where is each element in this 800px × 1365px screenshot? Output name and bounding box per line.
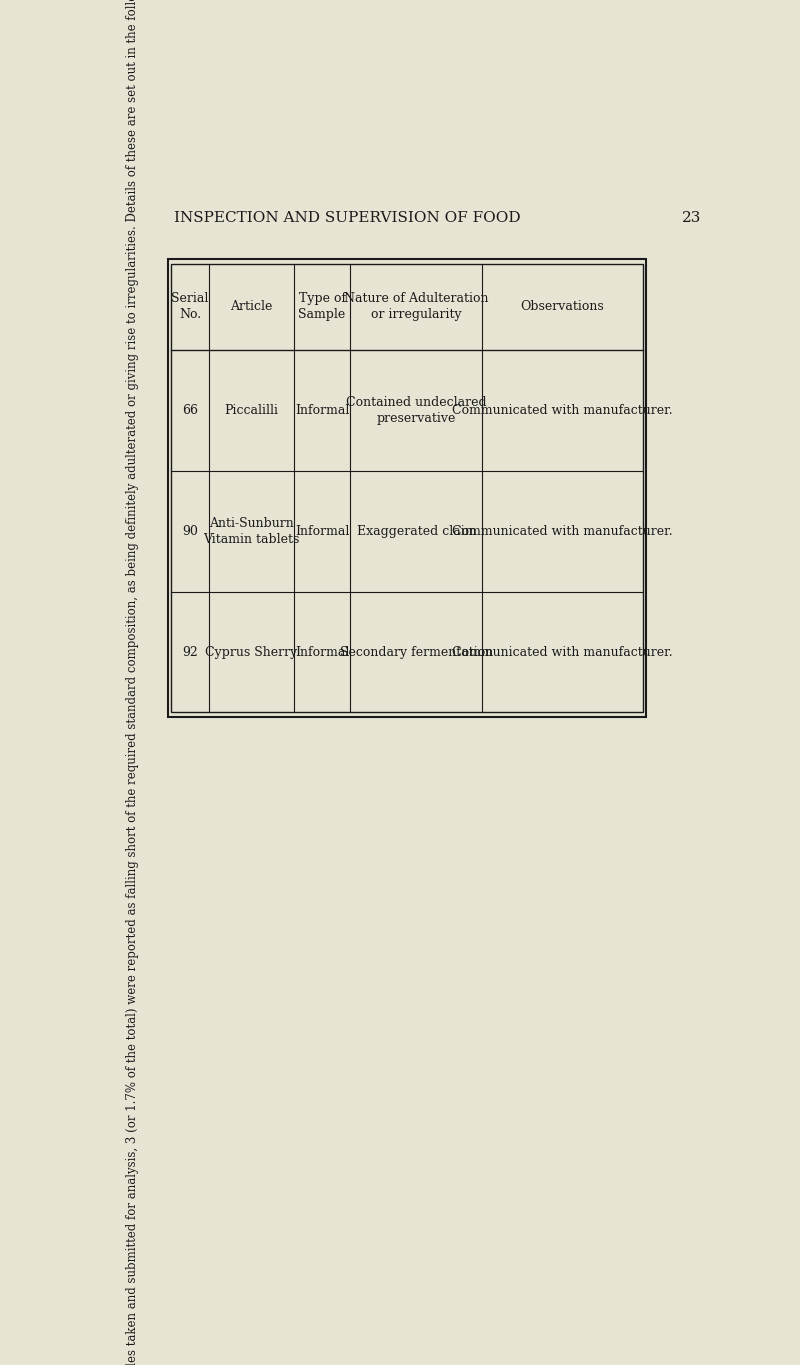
Text: Communicated with manufacturer.: Communicated with manufacturer.	[452, 524, 673, 538]
Text: Observations: Observations	[521, 300, 604, 313]
Text: Communicated with manufacturer.: Communicated with manufacturer.	[452, 646, 673, 658]
Bar	[168, 259, 646, 717]
Text: Nature of Adulteration
or irregularity: Nature of Adulteration or irregularity	[344, 292, 489, 321]
Text: 66: 66	[182, 404, 198, 416]
Text: Exaggerated claim: Exaggerated claim	[357, 524, 476, 538]
Text: 90: 90	[182, 524, 198, 538]
Text: Contained undeclared
preservative: Contained undeclared preservative	[346, 396, 486, 425]
Text: Type of
Sample: Type of Sample	[298, 292, 346, 321]
Text: INSPECTION AND SUPERVISION OF FOOD: INSPECTION AND SUPERVISION OF FOOD	[174, 212, 521, 225]
Text: 23: 23	[682, 212, 702, 225]
Text: Informal: Informal	[295, 524, 350, 538]
Text: Anti-Sunburn
Vitamin tablets: Anti-Sunburn Vitamin tablets	[203, 516, 299, 546]
Text: Informal: Informal	[295, 646, 350, 658]
Text: Serial
No.: Serial No.	[171, 292, 209, 321]
Text: Communicated with manufacturer.: Communicated with manufacturer.	[452, 404, 673, 416]
Text: Piccalilli: Piccalilli	[225, 404, 278, 416]
Text: Cyprus Sherry: Cyprus Sherry	[206, 646, 298, 658]
Bar	[171, 263, 642, 713]
Text: Informal: Informal	[295, 404, 350, 416]
Text: Of the 180 samples taken and submitted for analysis, 3 (or 1.7% of the total) we: Of the 180 samples taken and submitted f…	[126, 0, 138, 1365]
Text: 92: 92	[182, 646, 198, 658]
Text: Secondary fermentation: Secondary fermentation	[340, 646, 493, 658]
Text: Article: Article	[230, 300, 273, 313]
